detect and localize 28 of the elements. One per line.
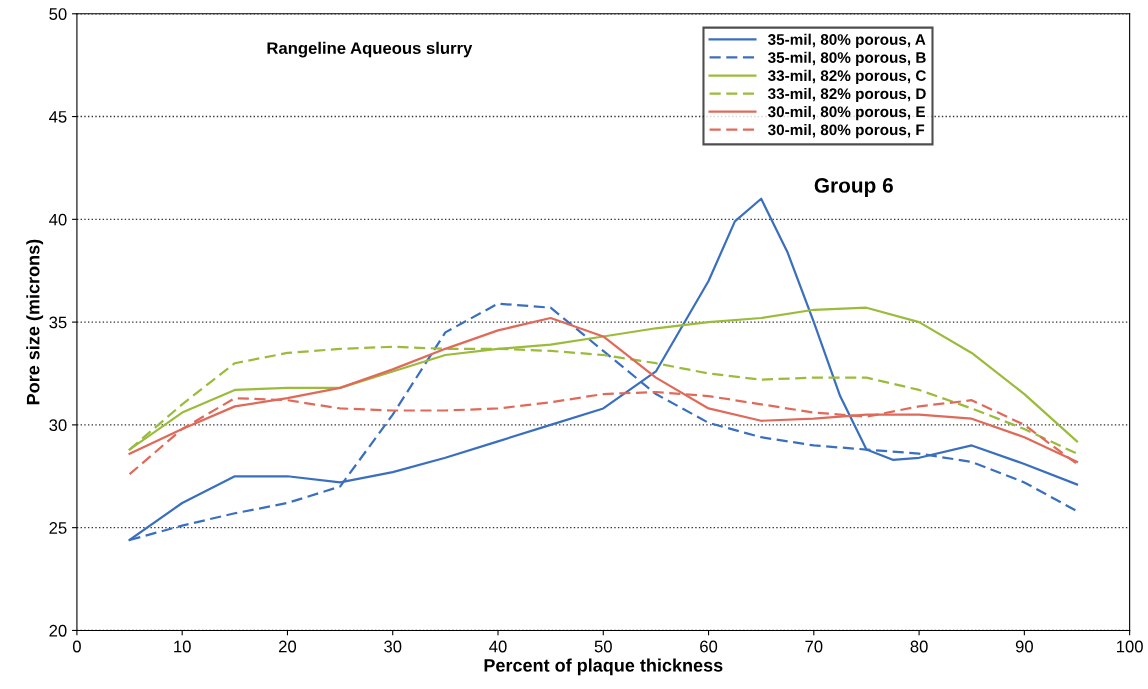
legend-label: 35-mil, 80% porous, A xyxy=(767,33,926,48)
annotation: Rangeline Aqueous slurry xyxy=(267,41,473,58)
x-tick-label: 50 xyxy=(594,640,612,653)
legend-label: 30-mil, 80% porous, F xyxy=(767,124,925,139)
annotation: Group 6 xyxy=(814,178,893,197)
legend-label: 30-mil, 80% porous, E xyxy=(767,105,925,121)
legend-label: 33-mil, 82% porous, C xyxy=(767,69,926,85)
x-tick-label: 80 xyxy=(910,640,928,653)
x-tick-label: 60 xyxy=(700,640,718,653)
legend-label: 33-mil, 82% porous, D xyxy=(767,87,926,103)
x-tick-label: 0 xyxy=(72,640,81,653)
x-tick-label: 40 xyxy=(489,640,507,653)
x-tick-label: 30 xyxy=(384,640,402,653)
y-tick-label: 35 xyxy=(49,316,67,329)
x-tick-label: 100 xyxy=(1117,640,1143,653)
y-tick-label: 20 xyxy=(49,624,67,637)
y-tick-label: 50 xyxy=(49,8,67,20)
x-tick-label: 20 xyxy=(279,640,297,653)
x-tick-label: 10 xyxy=(174,640,191,653)
legend-label: 35-mil, 80% porous, B xyxy=(767,51,926,66)
x-tick-label: 70 xyxy=(805,640,823,653)
y-axis-title: Pore size (microns) xyxy=(26,239,44,405)
y-tick-label: 45 xyxy=(49,111,67,123)
y-tick-label: 25 xyxy=(49,522,67,534)
y-tick-label: 30 xyxy=(49,419,67,432)
x-axis-title: Percent of plaque thickness xyxy=(484,658,723,676)
y-tick-label: 40 xyxy=(49,213,67,226)
x-tick-label: 90 xyxy=(1015,640,1033,653)
